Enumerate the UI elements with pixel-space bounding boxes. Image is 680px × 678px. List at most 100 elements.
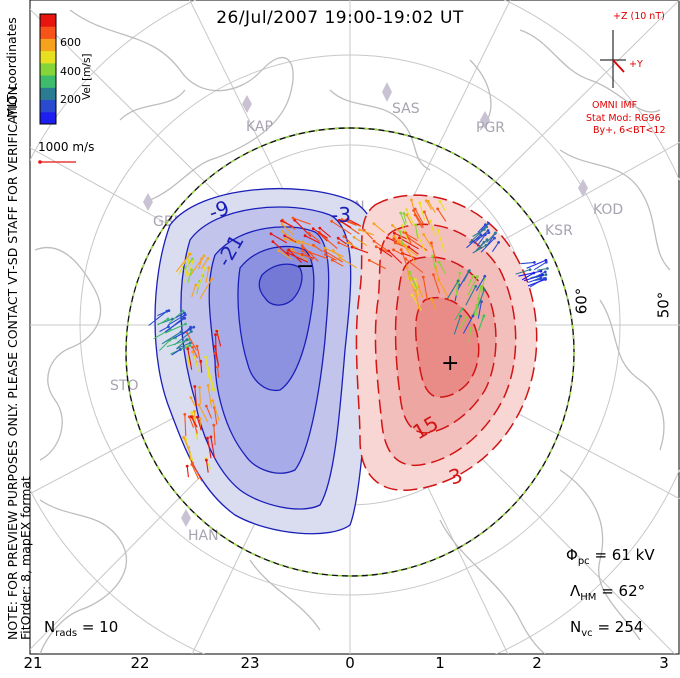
velocity-vector-origin	[487, 221, 490, 225]
velocity-vector	[285, 238, 301, 245]
velocity-vector-origin	[188, 252, 192, 256]
velocity-vector	[167, 314, 186, 326]
velocity-vector-origin	[193, 385, 197, 388]
colorbar-tick: 200	[60, 93, 81, 106]
velocity-vector	[475, 298, 480, 316]
velocity-vector	[534, 277, 546, 282]
velocity-vector-origin	[271, 240, 275, 244]
velocity-vector-origin	[405, 213, 409, 217]
velocity-vector-origin	[374, 245, 378, 249]
velocity-vector-origin	[198, 417, 202, 420]
velocity-vector	[476, 289, 485, 309]
velocity-vector	[456, 273, 461, 296]
velocity-vector-origin	[392, 248, 395, 252]
velocity-vector-origin	[437, 260, 441, 264]
latitude-label-50: 50°	[654, 291, 673, 319]
velocity-vector-origin	[479, 285, 483, 289]
velocity-vector	[477, 286, 482, 297]
velocity-vector-origin	[291, 216, 295, 220]
velocity-vector-origin	[485, 225, 489, 229]
velocity-vector	[210, 436, 216, 458]
velocity-vector	[425, 200, 432, 210]
velocity-vector	[351, 246, 369, 254]
velocity-vector	[439, 201, 446, 211]
velocity-vector-origin	[190, 268, 194, 272]
velocity-vector-origin	[413, 277, 417, 281]
velocity-vector-origin	[367, 258, 371, 262]
velocity-vector-origin	[301, 249, 304, 253]
velocity-vector-origin	[184, 322, 187, 326]
velocity-vector	[206, 438, 212, 459]
velocity-vector	[199, 387, 201, 405]
velocity-vector	[190, 397, 197, 408]
station-label: HAN	[188, 528, 219, 544]
velocity-vector	[462, 315, 474, 334]
station-label: STO	[110, 378, 138, 394]
velocity-vector	[414, 224, 419, 240]
nvc-symbol: N	[570, 618, 582, 636]
velocity-vector-origin	[346, 241, 350, 245]
velocity-vector	[184, 259, 190, 283]
velocity-vector	[373, 240, 389, 252]
station-pgr-marker	[480, 111, 490, 129]
velocity-vector	[446, 280, 459, 300]
velocity-vector	[207, 385, 213, 408]
velocity-vector-origin	[344, 218, 347, 222]
velocity-vector-origin	[195, 344, 199, 348]
velocity-vector-origin	[183, 311, 186, 315]
velocity-vector	[308, 232, 320, 242]
plot-frame	[29, 0, 680, 655]
velocity-vector-origin	[485, 238, 489, 242]
velocity-vector	[190, 416, 198, 428]
velocity-vector	[186, 466, 189, 478]
velocity-vector	[472, 244, 487, 254]
velocity-vector-origin	[190, 330, 193, 333]
velocity-vector	[534, 271, 546, 278]
velocity-vector	[318, 232, 338, 250]
negative-potential-cell	[154, 187, 382, 535]
velocity-vector	[405, 258, 424, 273]
colorbar-swatch	[40, 87, 56, 101]
velocity-vector-origin	[199, 359, 203, 363]
velocity-vector-origin	[181, 309, 185, 313]
velocity-vector-origin	[206, 366, 210, 370]
positive-potential-cell	[355, 194, 538, 491]
velocity-vector	[200, 361, 203, 373]
velocity-vector	[438, 262, 447, 275]
velocity-vector	[173, 326, 195, 339]
velocity-vector-origin	[204, 355, 208, 359]
imf-z-label: +Z (10 nT)	[613, 11, 665, 22]
velocity-vector	[409, 271, 418, 290]
imf-model: Stat Mod: RG96	[586, 113, 661, 124]
velocity-vector-origin	[189, 415, 193, 419]
velocity-vector	[301, 245, 319, 262]
velocity-vector	[287, 249, 309, 258]
velocity-vector	[319, 227, 332, 238]
velocity-vector-origin	[331, 249, 335, 252]
velocity-vector-origin	[544, 277, 547, 280]
velocity-vector	[414, 208, 424, 225]
velocity-vector	[345, 219, 362, 227]
velocity-vector	[331, 259, 344, 267]
velocity-vector-origin	[544, 260, 548, 264]
station-kap-marker	[242, 95, 252, 113]
velocity-vector-origin	[307, 231, 311, 235]
potential-minimum-marker: −	[296, 254, 314, 279]
imf-y-label: +Y	[629, 59, 643, 70]
velocity-vector-origin	[482, 288, 486, 292]
velocity-vector	[176, 342, 191, 350]
velocity-vector	[183, 437, 191, 454]
velocity-vector-origin	[280, 222, 284, 226]
velocity-vector	[480, 237, 495, 253]
velocity-vector-origin	[414, 289, 417, 292]
nvc-sub: vc	[581, 628, 593, 639]
velocity-vector-origin	[324, 253, 327, 256]
velocity-colorbar	[39, 13, 57, 125]
velocity-vector	[212, 400, 220, 422]
velocity-vector	[400, 212, 407, 227]
velocity-vector-origin	[404, 231, 408, 235]
velocity-vector	[432, 274, 441, 294]
velocity-vector-origin	[323, 249, 327, 253]
colorbar-swatch	[40, 111, 56, 125]
velocity-vector	[429, 220, 435, 236]
